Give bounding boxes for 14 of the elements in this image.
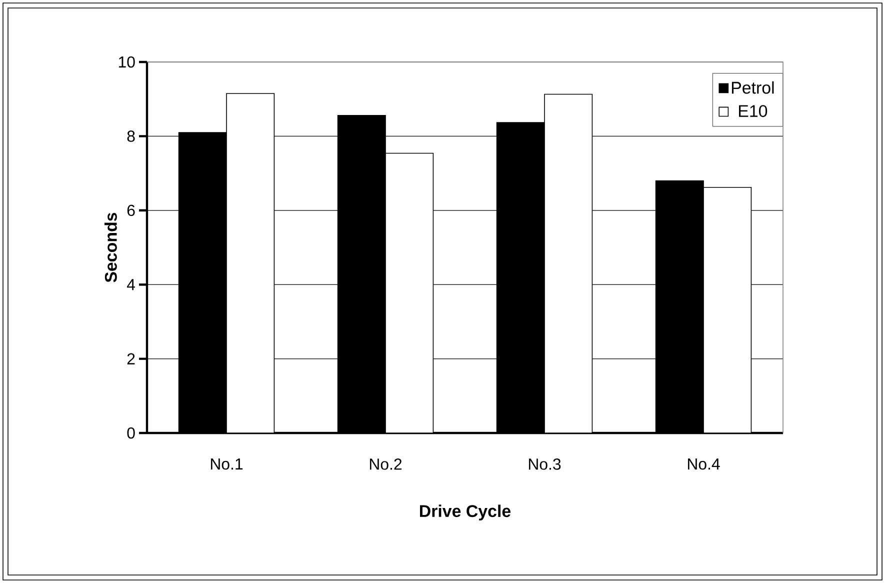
legend-label: Petrol bbox=[732, 81, 774, 94]
x-tick-label: No.4 bbox=[688, 458, 720, 470]
x-tick-label: No.1 bbox=[210, 458, 243, 470]
x-axis-title: Drive Cycle bbox=[420, 504, 511, 520]
y-tick-label: 10 bbox=[118, 56, 135, 68]
y-tick-label: 6 bbox=[127, 204, 135, 216]
legend-label: E10 bbox=[739, 105, 768, 118]
y-tick-label: 4 bbox=[126, 279, 136, 290]
y-tick-label: 0 bbox=[127, 427, 135, 439]
y-tick-label: 8 bbox=[127, 130, 135, 142]
y-axis-title: Seconds bbox=[104, 212, 117, 282]
x-tick-label: No.2 bbox=[370, 458, 402, 470]
y-tick-label: 2 bbox=[127, 353, 135, 364]
x-tick-label: No.3 bbox=[528, 458, 561, 470]
